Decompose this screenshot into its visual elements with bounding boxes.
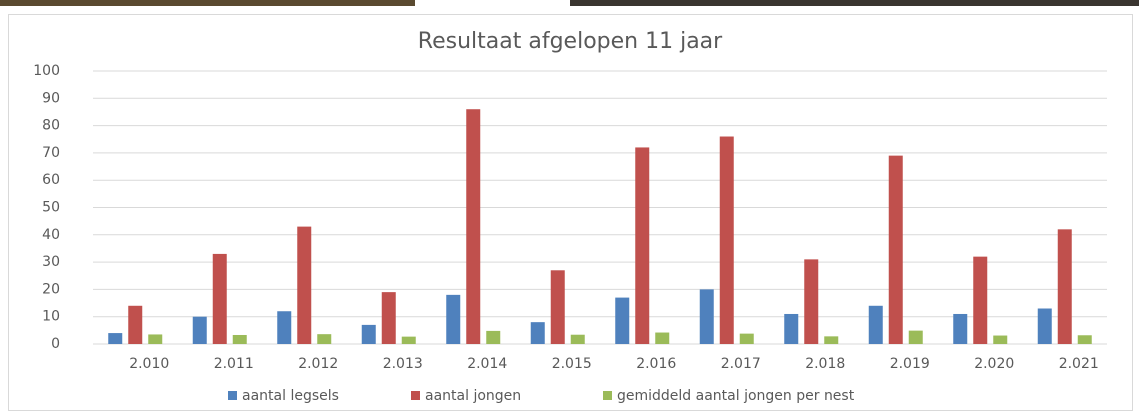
bar (128, 305, 143, 344)
bar (804, 259, 819, 344)
y-tick-label: 50 (42, 200, 60, 216)
bar (719, 136, 734, 344)
chart-title: Resultaat afgelopen 11 jaar (418, 29, 723, 54)
bar (953, 313, 968, 344)
y-tick-label: 20 (42, 281, 60, 297)
x-tick-label: 2.011 (214, 356, 254, 372)
y-tick-label: 60 (42, 172, 60, 188)
bar (615, 297, 630, 344)
bar (108, 333, 123, 344)
legend-swatch (411, 391, 420, 400)
y-tick-label: 80 (42, 118, 60, 134)
bar (401, 336, 416, 344)
bar (784, 313, 799, 344)
bar (1037, 308, 1052, 344)
x-tick-label: 2.019 (890, 356, 930, 372)
bar (232, 334, 247, 344)
legend-label: gemiddeld aantal jongen per nest (617, 388, 855, 404)
bar (635, 147, 650, 344)
bar (1057, 229, 1072, 344)
bar (655, 332, 670, 344)
bar (361, 324, 376, 344)
bar (973, 256, 988, 344)
chart-frame (8, 14, 1133, 411)
bar (297, 226, 312, 344)
x-tick-label: 2.018 (805, 356, 845, 372)
bar (212, 253, 227, 344)
bar (466, 109, 481, 344)
x-tick-label: 2.013 (383, 356, 423, 372)
x-tick-label: 2.015 (552, 356, 592, 372)
x-tick-label: 2.016 (636, 356, 676, 372)
legend-label: aantal legsels (242, 388, 339, 404)
y-tick-label: 0 (51, 336, 60, 352)
y-tick-label: 100 (33, 63, 60, 79)
x-tick-label: 2.020 (974, 356, 1014, 372)
legend-swatch (228, 391, 237, 400)
photo-strip (0, 0, 415, 6)
bar (868, 305, 883, 344)
bar (192, 316, 207, 344)
x-tick-label: 2.014 (467, 356, 507, 372)
y-tick-label: 40 (42, 227, 60, 243)
bar (446, 294, 461, 344)
y-tick-label: 90 (42, 90, 60, 106)
y-tick-label: 30 (42, 254, 60, 270)
x-tick-label: 2.010 (129, 356, 169, 372)
bar (530, 322, 545, 344)
bar (1077, 335, 1092, 344)
bar (824, 336, 839, 344)
bar (486, 330, 501, 344)
x-tick-label: 2.021 (1059, 356, 1099, 372)
bar (550, 270, 565, 344)
bar (148, 334, 163, 344)
photo-strip (570, 0, 1139, 6)
y-tick-label: 70 (42, 145, 60, 161)
y-tick-label: 10 (42, 309, 60, 325)
bar (570, 334, 585, 344)
x-tick-label: 2.017 (721, 356, 761, 372)
bar (739, 333, 754, 344)
bar (888, 155, 903, 344)
legend-label: aantal jongen (425, 388, 521, 404)
x-tick-label: 2.012 (298, 356, 338, 372)
bar (699, 289, 714, 344)
legend-swatch (603, 391, 612, 400)
bar (908, 330, 923, 344)
bar (993, 335, 1008, 344)
bar (277, 311, 292, 344)
bar (381, 292, 396, 344)
bar (317, 334, 332, 344)
